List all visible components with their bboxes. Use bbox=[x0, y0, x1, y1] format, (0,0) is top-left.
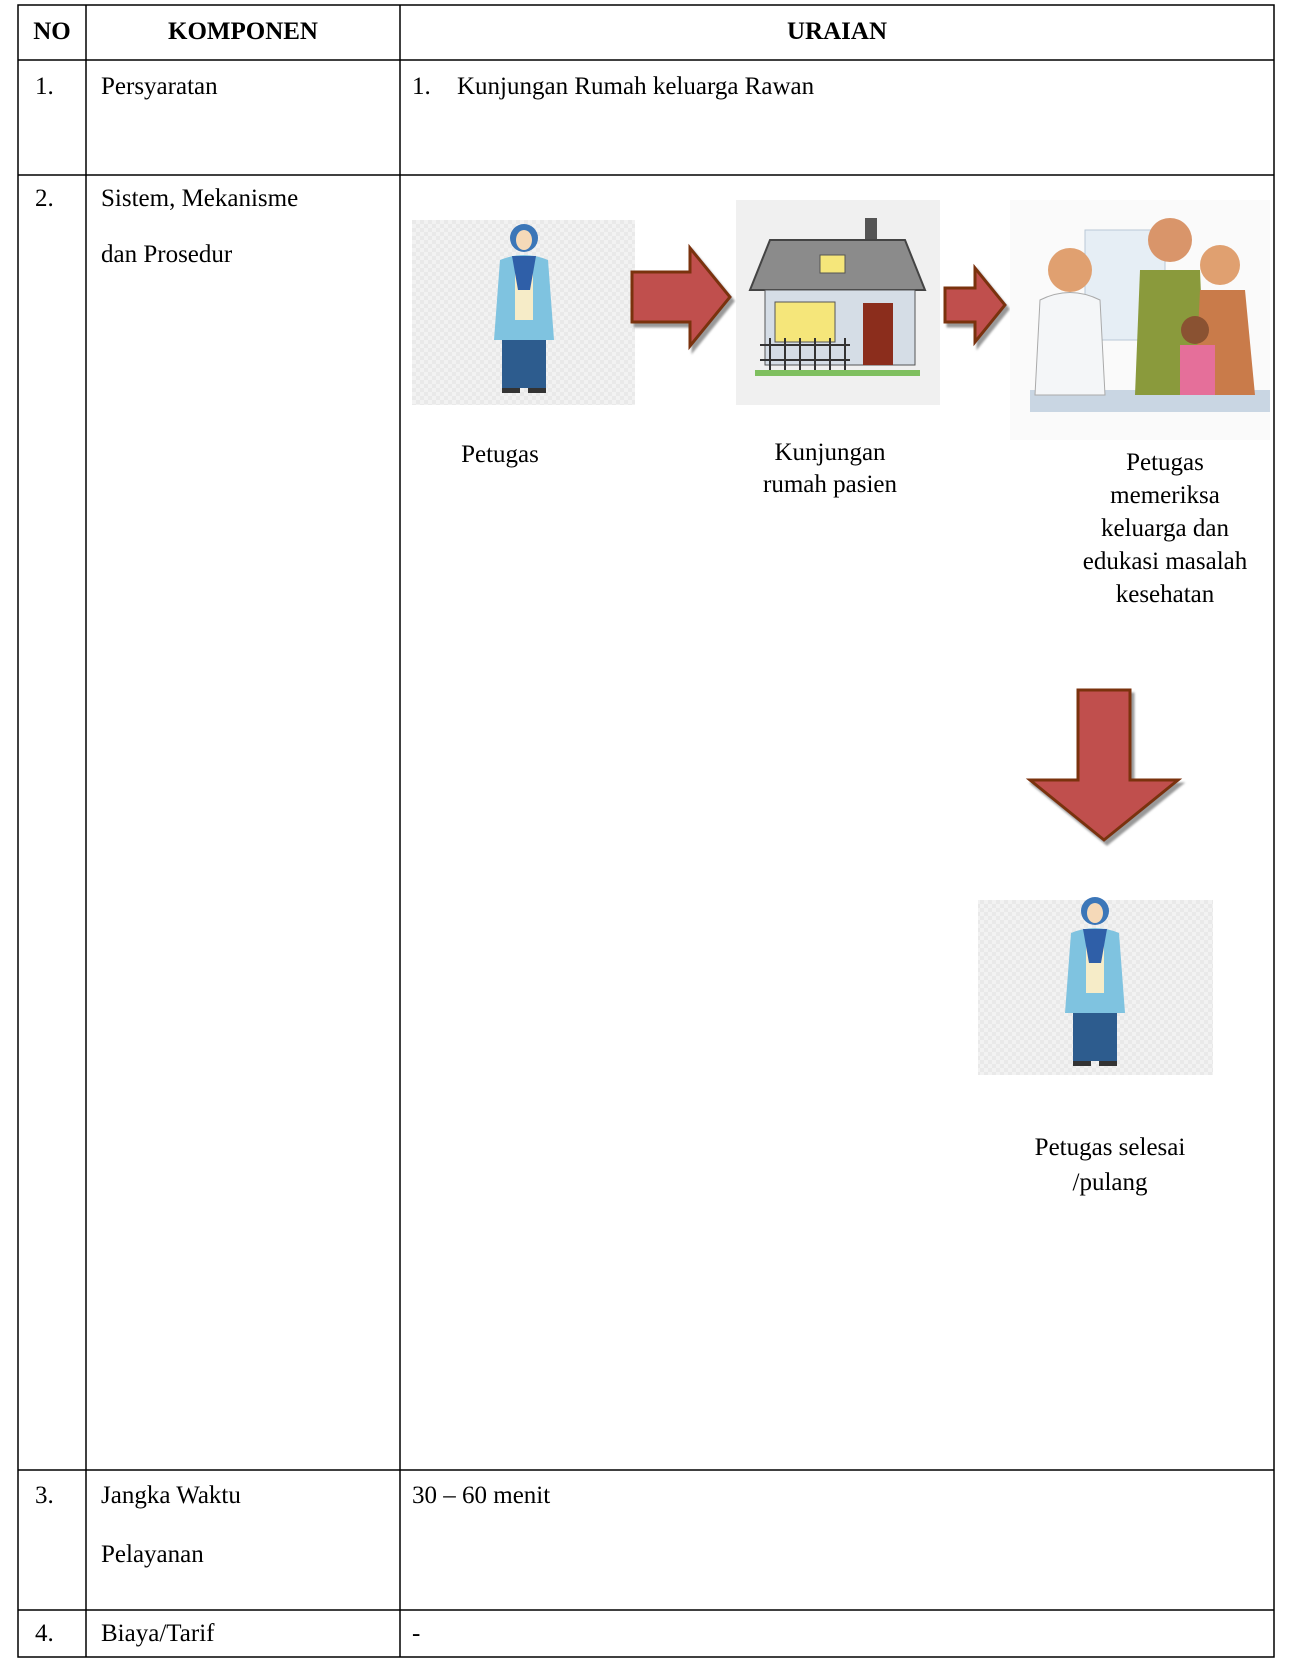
arrow bbox=[630, 243, 732, 351]
family-image bbox=[1010, 200, 1270, 440]
table-grid bbox=[17, 4, 1275, 1658]
detail-text: Kunjungan Rumah keluarga Rawan bbox=[457, 73, 815, 100]
flow-label: /pulang bbox=[1072, 1169, 1148, 1196]
row-number: 2. bbox=[35, 185, 54, 212]
component: Sistem, Mekanisme bbox=[101, 185, 299, 212]
flow-label: Petugas bbox=[1126, 449, 1204, 476]
header-cell: NO bbox=[33, 18, 71, 45]
row-number: 4. bbox=[35, 1620, 54, 1647]
officer-image bbox=[412, 220, 635, 405]
flow-label: memeriksa bbox=[1110, 482, 1220, 509]
flow-label: kesehatan bbox=[1115, 581, 1215, 608]
flow-label: keluarga dan bbox=[1101, 515, 1229, 542]
component: Biaya/Tarif bbox=[101, 1620, 215, 1647]
component: Pelayanan bbox=[101, 1541, 204, 1568]
arrow bbox=[943, 263, 1007, 347]
flow-label: rumah pasien bbox=[763, 471, 897, 498]
component: Persyaratan bbox=[101, 73, 218, 100]
component: Jangka Waktu bbox=[101, 1482, 241, 1509]
component: dan Prosedur bbox=[101, 241, 233, 268]
officer-image bbox=[978, 897, 1213, 1075]
house-image bbox=[736, 200, 940, 405]
row-number: 3. bbox=[35, 1482, 54, 1509]
list-marker: 1. bbox=[412, 73, 431, 100]
flow-label: Kunjungan bbox=[774, 439, 886, 466]
detail-text: 30 – 60 menit bbox=[412, 1482, 551, 1509]
header-cell: URAIAN bbox=[787, 18, 887, 45]
flow-label: Petugas bbox=[461, 441, 539, 468]
detail-text: - bbox=[412, 1620, 421, 1647]
row-number: 1. bbox=[35, 73, 54, 100]
flow-label: Petugas selesai bbox=[1034, 1134, 1186, 1161]
header-cell: KOMPONEN bbox=[168, 18, 318, 45]
arrow bbox=[1025, 688, 1183, 842]
flow-label: edukasi masalah bbox=[1082, 548, 1248, 575]
